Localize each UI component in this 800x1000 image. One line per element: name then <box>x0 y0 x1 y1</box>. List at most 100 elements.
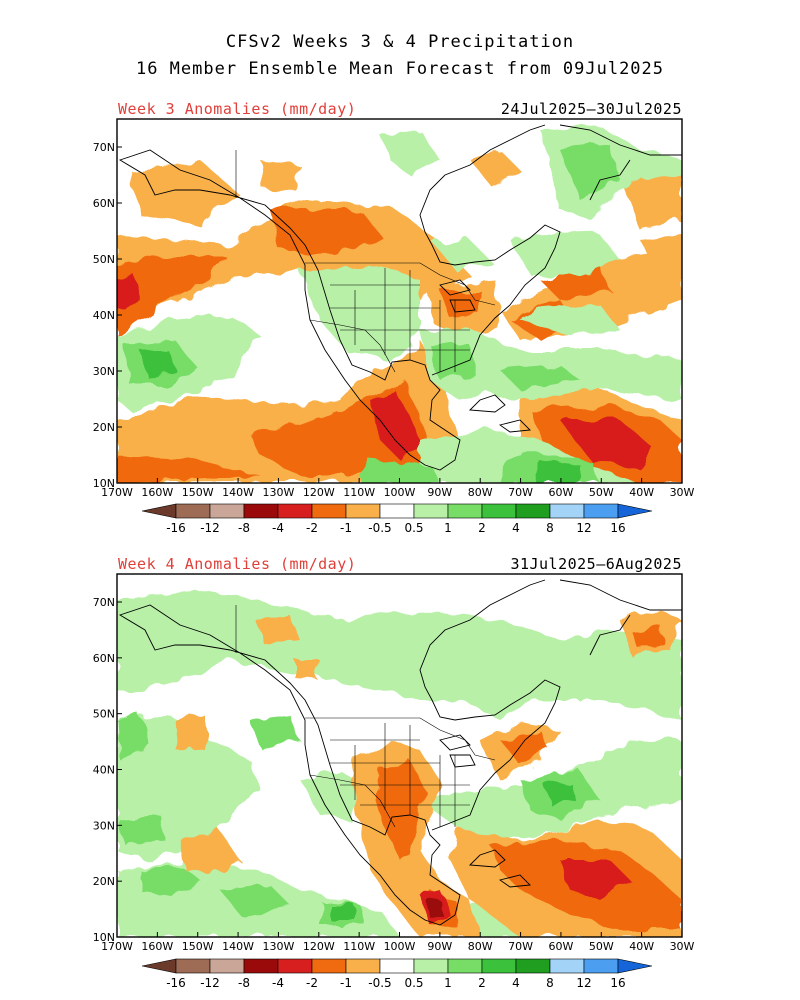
colorbar-label: 1 <box>444 521 452 535</box>
lon-label: 130W <box>262 940 294 953</box>
colorbar-label: -12 <box>200 976 220 990</box>
lon-label: 170W <box>101 486 133 499</box>
colorbar-swatch <box>209 958 245 974</box>
colorbar-swatch <box>413 503 449 519</box>
lon-label: 160W <box>141 486 173 499</box>
lon-label: 30W <box>670 486 695 499</box>
colorbar-label: 8 <box>546 976 554 990</box>
colorbar-label: -8 <box>238 976 250 990</box>
colorbar-label: -4 <box>272 521 284 535</box>
week4-colorbar: -16 -12 -8 -4 -2 -1 -0.5 0.5 1 2 4 8 12 16 <box>141 958 653 990</box>
lat-label: 50N <box>93 253 115 266</box>
colorbar-swatch <box>617 503 653 519</box>
colorbar-swatch <box>243 503 279 519</box>
colorbar-label: -2 <box>306 521 318 535</box>
colorbar-swatch <box>583 503 619 519</box>
lat-label: 10N <box>93 931 115 944</box>
colorbar-swatch <box>617 958 653 974</box>
title-line-1: CFSv2 Weeks 3 & 4 Precipitation <box>226 32 574 52</box>
colorbar-swatch <box>379 958 415 974</box>
lon-label: 160W <box>141 940 173 953</box>
lon-label: 120W <box>303 486 335 499</box>
lon-label: 80W <box>468 486 493 499</box>
lon-label: 70W <box>508 486 533 499</box>
lon-label: 70W <box>508 940 533 953</box>
lat-label: 10N <box>93 477 115 490</box>
colorbar-swatch <box>549 503 585 519</box>
colorbar-label: -8 <box>238 521 250 535</box>
colorbar-label: 0.5 <box>404 976 423 990</box>
colorbar-swatch <box>447 503 483 519</box>
colorbar-label: 4 <box>512 976 520 990</box>
lat-label: 30N <box>93 819 115 832</box>
colorbar-label: -16 <box>166 521 186 535</box>
lon-label: 170W <box>101 940 133 953</box>
lon-label: 150W <box>182 940 214 953</box>
lon-label: 60W <box>548 940 573 953</box>
colorbar-swatch <box>141 503 177 519</box>
week4-borders <box>235 605 496 828</box>
week3-borders <box>235 150 496 373</box>
colorbar-label: -4 <box>272 976 284 990</box>
colorbar-swatch <box>515 503 551 519</box>
lon-label: 140W <box>222 486 254 499</box>
colorbar-label: -16 <box>166 976 186 990</box>
week3-colorbar: -16 -12 -8 -4 -2 -1 -0.5 0.5 1 2 4 8 12 16 <box>141 503 653 535</box>
colorbar-swatch <box>277 503 313 519</box>
colorbar-swatch <box>481 503 517 519</box>
lon-label: 130W <box>262 486 294 499</box>
colorbar-label: 16 <box>610 976 625 990</box>
colorbar-label: -1 <box>340 976 352 990</box>
lon-label: 110W <box>343 486 375 499</box>
lon-label: 40W <box>629 940 654 953</box>
colorbar-label: 16 <box>610 521 625 535</box>
lon-label: 40W <box>629 486 654 499</box>
lon-label: 120W <box>303 940 335 953</box>
lon-label: 110W <box>343 940 375 953</box>
colorbar-swatch <box>277 958 313 974</box>
colorbar-label: -0.5 <box>368 976 391 990</box>
title-line-2: 16 Member Ensemble Mean Forecast from 09… <box>136 59 664 79</box>
colorbar-label: -12 <box>200 521 220 535</box>
colorbar-swatch <box>515 958 551 974</box>
week3-label: Week 3 Anomalies (mm/day) <box>118 100 356 118</box>
colorbar-swatch <box>311 958 347 974</box>
lat-label: 60N <box>93 197 115 210</box>
week3-coastlines <box>118 124 682 471</box>
lon-label: 60W <box>548 486 573 499</box>
week4-lat-labels: 70N 60N 50N 40N 30N 20N 10N <box>93 596 122 944</box>
colorbar-swatch <box>175 958 211 974</box>
week3-anomaly-field <box>117 125 682 483</box>
lat-label: 20N <box>93 421 115 434</box>
colorbar-swatch <box>413 958 449 974</box>
colorbar-swatch <box>345 503 381 519</box>
lat-label: 40N <box>93 309 115 322</box>
week3-dates: 24Jul2025–30Jul2025 <box>501 100 682 118</box>
lon-label: 50W <box>589 486 614 499</box>
week4-coastlines <box>118 579 682 926</box>
colorbar-swatch <box>175 503 211 519</box>
colorbar-swatch <box>311 503 347 519</box>
week4-dates: 31Jul2025–6Aug2025 <box>510 555 682 573</box>
colorbar-swatch <box>345 958 381 974</box>
colorbar-swatch <box>447 958 483 974</box>
colorbar-label: 1 <box>444 976 452 990</box>
lat-label: 40N <box>93 764 115 777</box>
week3-panel: Week 3 Anomalies (mm/day) 24Jul2025–30Ju… <box>93 100 695 499</box>
colorbar-label: 2 <box>478 976 486 990</box>
week4-lon-labels: 170W 160W 150W 140W 130W 120W 110W 100W 90W 80W 70… <box>101 932 695 953</box>
lon-label: 150W <box>182 486 214 499</box>
lat-label: 70N <box>93 596 115 609</box>
week4-anomaly-field <box>117 590 682 937</box>
lat-label: 70N <box>93 141 115 154</box>
colorbar-label: 0.5 <box>404 521 423 535</box>
colorbar-swatch <box>481 958 517 974</box>
lon-label: 50W <box>589 940 614 953</box>
lon-label: 90W <box>427 940 452 953</box>
week4-label: Week 4 Anomalies (mm/day) <box>118 555 356 573</box>
colorbar-label: 8 <box>546 521 554 535</box>
colorbar-label: 2 <box>478 521 486 535</box>
colorbar-label: 12 <box>576 976 591 990</box>
colorbar-label: -0.5 <box>368 521 391 535</box>
colorbar-label: -1 <box>340 521 352 535</box>
